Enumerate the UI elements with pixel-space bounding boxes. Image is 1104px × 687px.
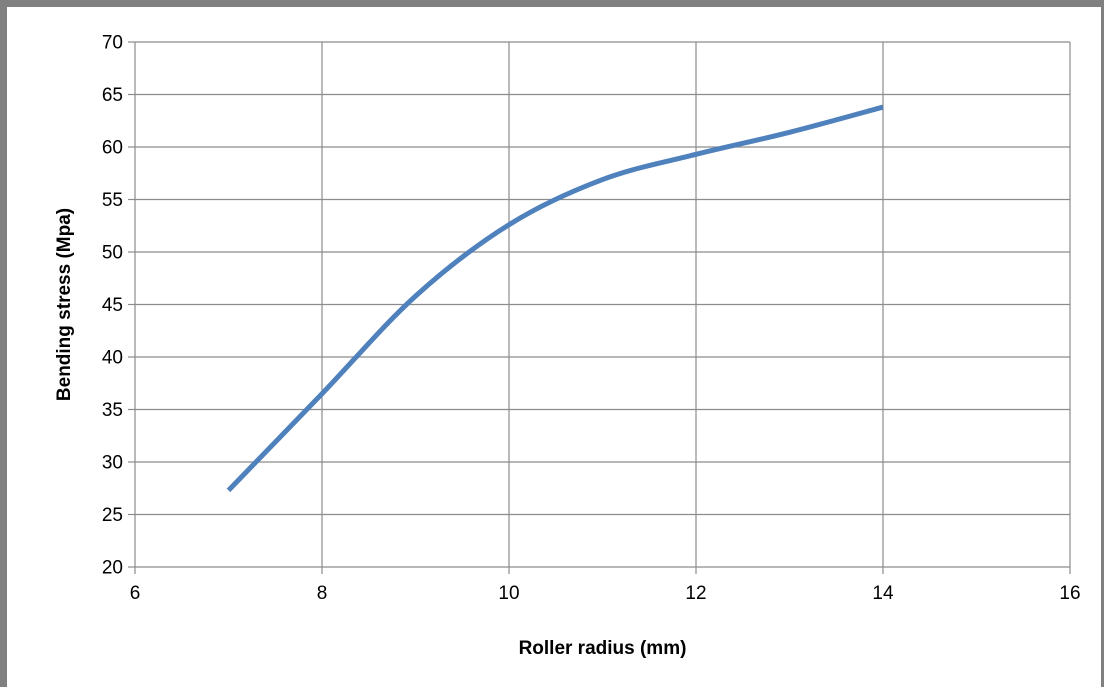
series-line [226, 104, 884, 493]
y-tick-label: 30 [102, 453, 123, 474]
x-tick-label: 8 [317, 583, 328, 604]
x-tick-label: 10 [498, 583, 519, 604]
y-tick-label: 45 [102, 295, 123, 316]
x-tick-label: 14 [872, 583, 894, 604]
tick-labels: 20 25 30 35 40 45 50 55 60 65 70 6 8 10 12 14 16 [102, 33, 1081, 605]
y-tick-label: 35 [102, 400, 123, 421]
y-tick-label: 55 [102, 190, 123, 211]
y-tick-label: 65 [102, 85, 123, 106]
y-tick-label: 40 [102, 348, 123, 369]
x-tick-label: 6 [130, 583, 141, 604]
grid-lines [128, 41, 1071, 574]
series-layer [226, 104, 884, 493]
y-tick-label: 25 [102, 505, 123, 526]
y-axis-title: Bending stress (Mpa) [54, 208, 75, 401]
x-tick-label: 12 [685, 583, 706, 604]
y-tick-label: 70 [102, 33, 123, 54]
x-axis-title: Roller radius (mm) [519, 638, 687, 659]
y-tick-label: 20 [102, 558, 123, 579]
y-tick-label: 50 [102, 243, 123, 264]
y-tick-label: 60 [102, 138, 123, 159]
x-tick-label: 16 [1059, 583, 1080, 604]
